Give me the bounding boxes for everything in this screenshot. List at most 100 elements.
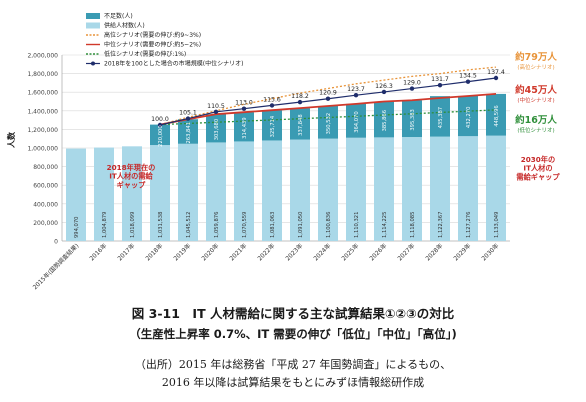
- x-tick-label: 2015年(国勢調査結果): [31, 242, 80, 291]
- market-index-label: 110.5: [207, 103, 225, 110]
- legend-shortage-swatch: [86, 13, 100, 19]
- legend-high-label: 高位シナリオ(需要の伸び:約9~3%): [104, 31, 201, 39]
- market-index-point: [269, 103, 275, 108]
- high-gap-label: 約79万人: [515, 51, 557, 63]
- x-tick-label: 2025年: [340, 242, 361, 263]
- legend-index-marker: [91, 61, 95, 66]
- legend-mid-label: 中位シナリオ(需要の伸び:約5~2%): [104, 41, 201, 49]
- shortage-bar: [206, 114, 226, 143]
- market-index-point: [409, 86, 415, 91]
- supply-value-label: 1,004,879: [102, 212, 108, 238]
- x-tick-label: 2027年: [396, 242, 417, 263]
- shortage-value-label: 435,387: [438, 107, 444, 128]
- shortage-value-label: 325,714: [270, 115, 276, 137]
- shortage-bar: [178, 119, 198, 144]
- x-tick-label: 2028年: [424, 242, 445, 263]
- shortage-value-label: 314,439: [242, 117, 248, 138]
- supply-bar: [234, 141, 254, 241]
- shortage-value-label: 364,070: [354, 111, 360, 132]
- supply-value-label: 1,127,276: [466, 212, 472, 238]
- supply-bar: [290, 139, 310, 241]
- market-index-label: 113.0: [235, 100, 253, 107]
- shortage-value-label: 395,383: [410, 109, 416, 130]
- supply-bar: [66, 148, 86, 241]
- low-gap-sublabel: (低位シナリオ): [517, 126, 554, 134]
- legend-supply-swatch: [86, 22, 100, 29]
- y-tick-label: 800,000: [33, 164, 58, 171]
- supply-bar: [402, 137, 422, 241]
- market-index-point: [353, 93, 359, 98]
- shortage-value-label: 220,000: [158, 125, 164, 146]
- market-index-label: 134.5: [459, 73, 477, 80]
- market-index-label: 120.9: [319, 90, 337, 97]
- mid-gap-label: 約45万人: [515, 84, 557, 96]
- shortage-bar: [234, 112, 254, 142]
- gap-2030-label: 2030年の IT人材の需給ギャップ: [516, 155, 560, 181]
- market-index-point: [325, 96, 331, 101]
- supply-bar: [122, 146, 142, 241]
- supply-bar: [346, 137, 366, 241]
- market-index-label: 129.0: [403, 80, 421, 87]
- shortage-value-label: 432,270: [466, 107, 472, 128]
- shortage-bar: [374, 101, 394, 138]
- supply-value-label: 1,110,321: [354, 212, 360, 238]
- source-note-1: （出所）2015 年は総務省「平成 27 年国勢調査」によるもの、: [134, 358, 452, 371]
- supply-bar: [262, 140, 282, 241]
- shortage-bar: [262, 110, 282, 141]
- x-tick-label: 2023年: [284, 242, 305, 263]
- low-scenario-line: [159, 109, 497, 126]
- mid-gap-sublabel: (中位シナリオ): [517, 96, 554, 104]
- shortage-bar: [458, 95, 478, 137]
- supply-bar: [206, 142, 226, 241]
- market-index-point: [157, 122, 163, 128]
- market-index-point: [381, 89, 387, 95]
- figure-title: 図 3-11 IT 人材需給に関する主な試算結果①②③の対比: [131, 306, 455, 321]
- market-index-point: [185, 116, 191, 121]
- market-index-label: 100.0: [151, 116, 169, 123]
- supply-bar: [458, 136, 478, 241]
- source-note-2: 2016 年以降は試算結果をもとにみずほ情報総研作成: [161, 376, 425, 389]
- legend-shortage-label: 不足数(人): [104, 12, 133, 20]
- x-tick-label: 2021年: [228, 242, 249, 263]
- shortage-value-label: 350,532: [326, 113, 332, 134]
- legend-supply-label: 供給人材数(人): [104, 22, 145, 30]
- mid-scenario-line: [159, 93, 497, 126]
- market-index-label: 123.7: [347, 86, 365, 93]
- shortage-bar: [150, 124, 170, 146]
- y-tick-label: 1,200,000: [27, 127, 58, 134]
- low-gap-label: 約16万人: [515, 114, 557, 126]
- supply-value-label: 1,114,225: [382, 212, 388, 238]
- supply-value-label: 1,122,367: [438, 212, 444, 238]
- supply-value-label: 1,091,050: [298, 212, 304, 238]
- shortage-value-label: 448,596: [494, 105, 500, 126]
- y-tick-label: 1,800,000: [27, 71, 58, 78]
- high-gap-sublabel: (高位シナリオ): [517, 63, 554, 71]
- y-tick-label: 1,400,000: [27, 108, 58, 115]
- figure-subtitle: （生産性上昇率 0.7%、IT 需要の伸び「低位」「中位」「高位」): [129, 327, 457, 341]
- x-tick-label: 2018年: [144, 242, 165, 263]
- supply-value-label: 1,118,085: [410, 212, 416, 238]
- market-index-label: 137.4: [487, 69, 505, 76]
- it-workforce-chart: 0 200,000 400,000 600,000 800,000 1,000,000 1,…: [6, 12, 560, 291]
- supply-value-label: 1,100,836: [326, 212, 332, 238]
- supply-bar: [374, 137, 394, 241]
- x-tick-label: 2017年: [116, 242, 137, 263]
- supply-value-label: 1,031,538: [158, 212, 164, 238]
- market-index-point: [493, 75, 499, 81]
- market-index-label: 105.1: [179, 110, 197, 117]
- x-tick-label: 2029年: [452, 242, 473, 263]
- shortage-bar: [318, 106, 338, 139]
- supply-bar: [178, 143, 198, 241]
- x-tick-label: 2016年: [88, 242, 109, 263]
- y-tick-label: 0: [54, 239, 58, 246]
- supply-value-label: 1,081,063: [270, 212, 276, 238]
- y-tick-label: 1,000,000: [27, 146, 58, 153]
- x-tick-label: 2026年: [368, 242, 389, 263]
- shortage-bar: [486, 93, 506, 136]
- gap-2018-label: 2018年現在の IT人材の需給ギャップ: [107, 163, 156, 189]
- shortage-value-label: 303,680: [214, 119, 220, 140]
- x-tick-label: 2024年: [312, 242, 333, 263]
- legend-low-label: 低位シナリオ(需要の伸び:1%): [104, 50, 186, 58]
- y-tick-label: 600,000: [33, 183, 58, 190]
- supply-value-label: 1,045,512: [186, 212, 192, 238]
